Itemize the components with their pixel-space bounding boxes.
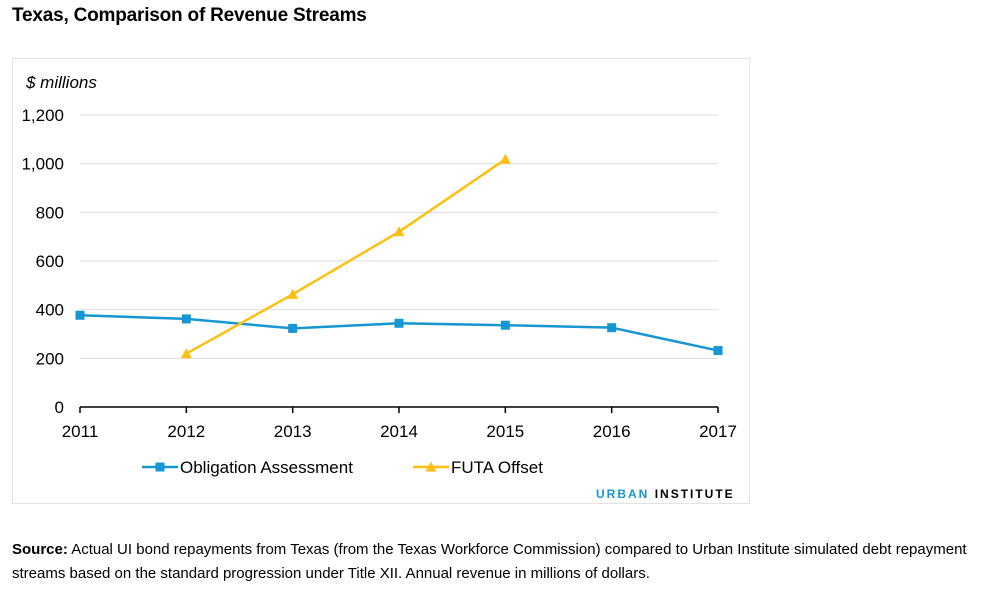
x-tick-label: 2016 [593, 422, 631, 441]
source-note: Source: Actual UI bond repayments from T… [12, 538, 987, 586]
y-tick-label: 200 [36, 349, 64, 368]
data-point-series-1 [394, 318, 404, 328]
data-point-series-2 [180, 348, 192, 359]
y-tick-label: 800 [36, 203, 64, 222]
brand-part2: INSTITUTE [654, 487, 735, 501]
series-line-2 [185, 158, 507, 355]
x-tick-label: 2012 [167, 422, 205, 441]
y-tick-label: 600 [36, 252, 64, 271]
chart-frame [12, 58, 750, 504]
brand-part1: URBAN [596, 487, 650, 501]
y-axis-unit-label: $ millions [25, 73, 97, 92]
x-tick-label: 2013 [274, 422, 312, 441]
x-tick-label: 2014 [380, 422, 418, 441]
chart-title: Texas, Comparison of Revenue Streams [12, 5, 367, 26]
data-point-series-1 [713, 346, 723, 356]
legend-label: FUTA Offset [451, 458, 543, 477]
data-point-series-1 [75, 310, 85, 320]
data-point-series-2 [499, 153, 511, 164]
y-tick-label: 0 [55, 398, 64, 417]
x-tick-label: 2017 [699, 422, 737, 441]
legend-label: Obligation Assessment [180, 458, 353, 477]
data-point-series-2 [393, 226, 405, 237]
urban-institute-logo: URBAN INSTITUTE [596, 487, 735, 501]
source-label: Source: [12, 541, 68, 558]
data-point-series-2 [287, 288, 299, 299]
legend-swatch-marker [155, 462, 165, 472]
line-chart: $ millions 0 200 400 600 800 1,000 1,200 2011 201… [21, 73, 737, 477]
y-tick-label: 400 [36, 301, 64, 320]
source-text: Actual UI bond repayments from Texas (fr… [12, 541, 967, 582]
data-point-series-1 [288, 323, 298, 333]
data-point-series-1 [500, 320, 510, 330]
x-tick-label: 2011 [62, 422, 99, 441]
y-tick-label: 1,000 [21, 155, 64, 174]
x-tick-label: 2015 [486, 422, 524, 441]
legend-swatch-marker [425, 461, 437, 472]
data-point-series-1 [181, 314, 191, 324]
y-tick-label: 1,200 [21, 106, 64, 125]
data-point-series-1 [607, 323, 617, 333]
